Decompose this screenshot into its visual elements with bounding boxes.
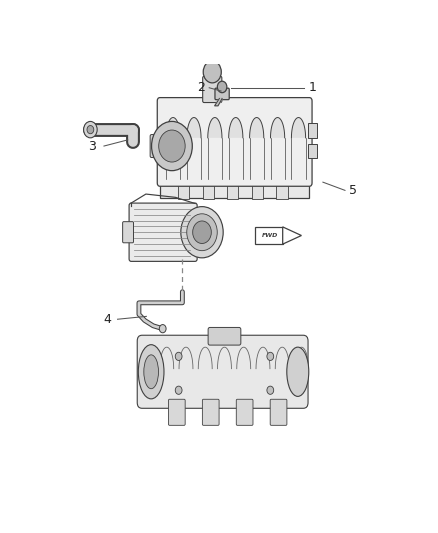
Text: FWD: FWD bbox=[262, 233, 279, 238]
FancyBboxPatch shape bbox=[129, 203, 197, 261]
FancyBboxPatch shape bbox=[202, 181, 214, 199]
Text: 4: 4 bbox=[103, 313, 111, 326]
FancyBboxPatch shape bbox=[178, 181, 189, 199]
FancyBboxPatch shape bbox=[202, 399, 219, 425]
Ellipse shape bbox=[144, 355, 159, 389]
FancyBboxPatch shape bbox=[123, 222, 134, 243]
FancyBboxPatch shape bbox=[307, 123, 317, 138]
Circle shape bbox=[84, 122, 97, 138]
FancyBboxPatch shape bbox=[203, 76, 222, 102]
FancyBboxPatch shape bbox=[157, 98, 312, 186]
Ellipse shape bbox=[287, 347, 309, 397]
Circle shape bbox=[175, 386, 182, 394]
Polygon shape bbox=[208, 117, 222, 138]
FancyBboxPatch shape bbox=[215, 88, 229, 100]
Circle shape bbox=[175, 352, 182, 360]
Polygon shape bbox=[187, 117, 201, 138]
Circle shape bbox=[187, 214, 217, 251]
Circle shape bbox=[267, 386, 274, 394]
Circle shape bbox=[217, 81, 227, 93]
Text: 3: 3 bbox=[88, 140, 96, 152]
Polygon shape bbox=[215, 99, 222, 106]
Polygon shape bbox=[166, 117, 180, 138]
Polygon shape bbox=[229, 117, 243, 138]
FancyBboxPatch shape bbox=[252, 181, 263, 199]
Circle shape bbox=[159, 325, 166, 333]
Polygon shape bbox=[283, 227, 301, 244]
FancyBboxPatch shape bbox=[160, 181, 309, 198]
FancyBboxPatch shape bbox=[137, 335, 308, 408]
FancyBboxPatch shape bbox=[307, 143, 317, 158]
Circle shape bbox=[87, 126, 94, 134]
Circle shape bbox=[159, 130, 185, 162]
Text: 2: 2 bbox=[197, 81, 205, 94]
FancyBboxPatch shape bbox=[227, 181, 238, 199]
FancyBboxPatch shape bbox=[150, 134, 163, 158]
Polygon shape bbox=[291, 117, 306, 138]
Ellipse shape bbox=[138, 345, 164, 399]
Circle shape bbox=[203, 61, 221, 83]
Polygon shape bbox=[271, 117, 285, 138]
Text: 5: 5 bbox=[350, 184, 357, 197]
FancyBboxPatch shape bbox=[270, 399, 287, 425]
Text: 1: 1 bbox=[309, 81, 317, 94]
FancyBboxPatch shape bbox=[236, 399, 253, 425]
Circle shape bbox=[267, 352, 274, 360]
FancyBboxPatch shape bbox=[169, 399, 185, 425]
FancyBboxPatch shape bbox=[208, 327, 241, 345]
Polygon shape bbox=[250, 117, 264, 138]
FancyBboxPatch shape bbox=[255, 227, 283, 244]
FancyBboxPatch shape bbox=[276, 181, 288, 199]
Circle shape bbox=[152, 122, 192, 171]
Circle shape bbox=[193, 221, 211, 244]
Circle shape bbox=[181, 207, 223, 258]
